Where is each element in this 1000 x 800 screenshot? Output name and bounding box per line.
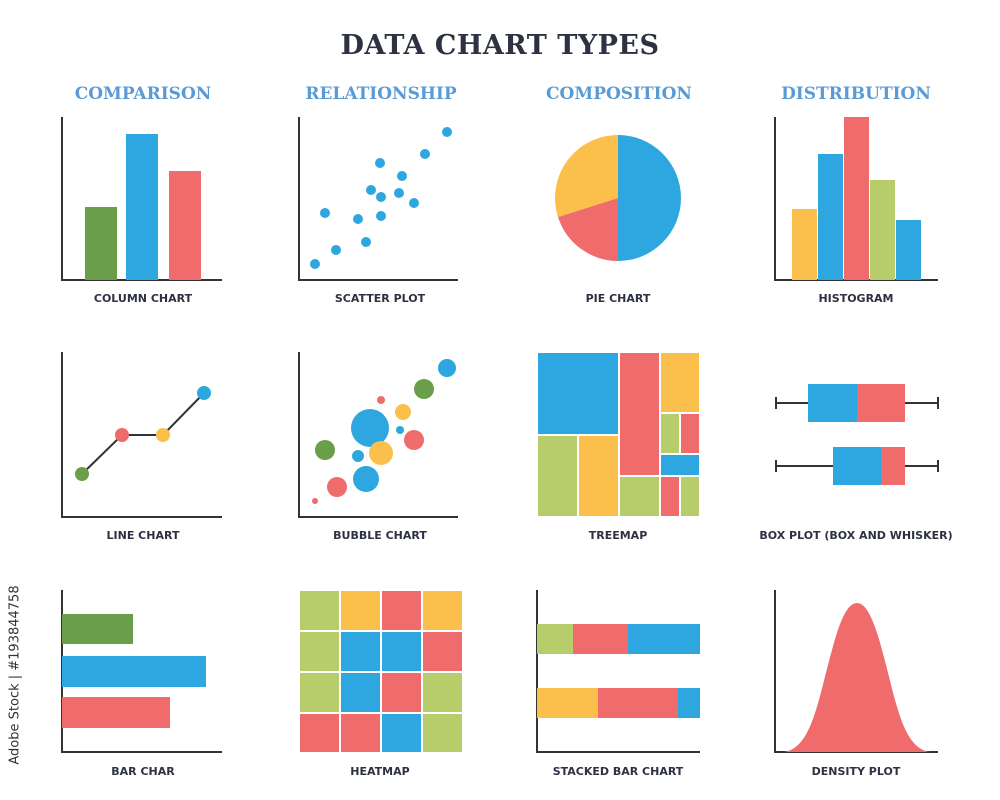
box-plot xyxy=(775,384,939,485)
bar-chart xyxy=(62,614,206,728)
line-chart xyxy=(75,386,211,481)
caption-box-plot: BOX PLOT (BOX AND WHISKER) xyxy=(759,529,953,542)
column-heading-composition: COMPOSITION xyxy=(546,84,692,104)
column-heading-distribution: DISTRIBUTION xyxy=(781,84,931,104)
stacked-bar-chart xyxy=(537,624,700,718)
caption-column-chart: COLUMN CHART xyxy=(93,292,193,305)
caption-density-plot: DENSITY PLOT xyxy=(811,765,901,778)
page-title: DATA CHART TYPES xyxy=(340,30,660,61)
caption-treemap: TREEMAP xyxy=(588,529,648,542)
caption-heatmap: HEATMAP xyxy=(350,765,410,778)
caption-pie-chart: PIE CHART xyxy=(585,292,651,305)
column-heading-comparison: COMPARISON xyxy=(74,84,212,104)
caption-bar-chart: BAR CHAR xyxy=(111,765,175,778)
caption-scatter-plot: SCATTER PLOT xyxy=(334,292,426,305)
density-plot xyxy=(784,603,930,752)
treemap xyxy=(536,351,701,518)
histogram xyxy=(792,117,921,280)
heatmap xyxy=(298,589,464,754)
bubble-chart xyxy=(312,359,456,504)
column-heading-relationship: RELATIONSHIP xyxy=(305,84,457,104)
caption-histogram: HISTOGRAM xyxy=(818,292,894,305)
stock-watermark: Adobe Stock | #193844758 xyxy=(6,560,24,790)
caption-bubble-chart: BUBBLE CHART xyxy=(333,529,427,542)
caption-stacked-bar-chart: STACKED BAR CHART xyxy=(552,765,684,778)
column-chart xyxy=(85,134,201,280)
scatter-plot xyxy=(310,127,452,269)
stock-id-text: Adobe Stock | #193844758 xyxy=(7,585,23,765)
pie-chart xyxy=(555,135,681,261)
caption-line-chart: LINE CHART xyxy=(106,529,180,542)
